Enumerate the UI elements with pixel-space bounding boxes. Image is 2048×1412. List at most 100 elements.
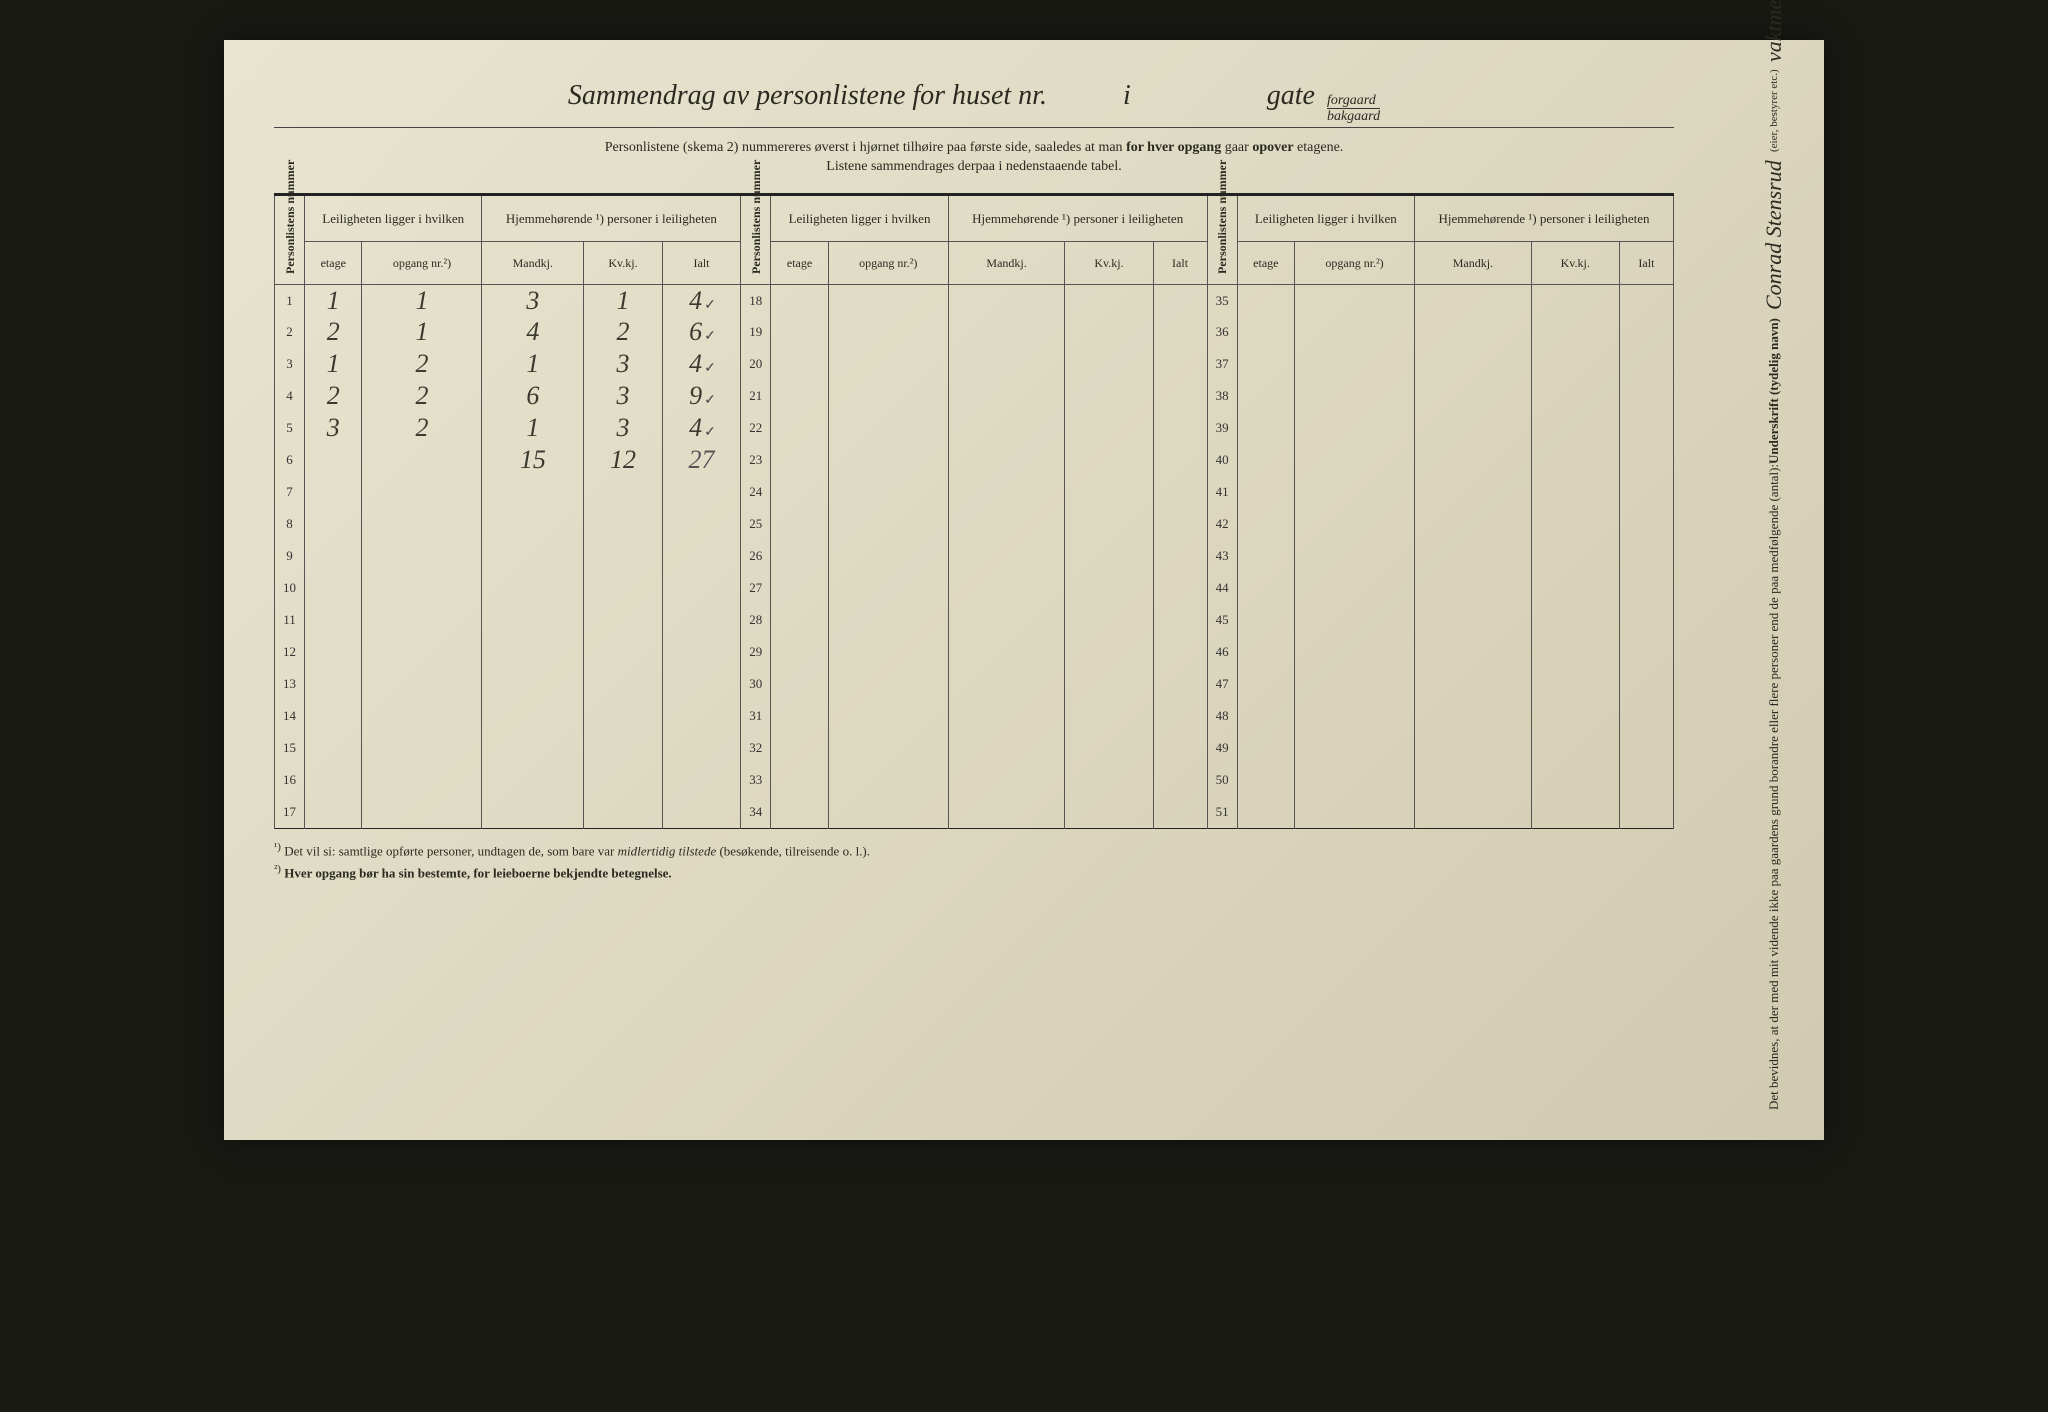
cell bbox=[1619, 732, 1673, 764]
cell bbox=[662, 540, 741, 572]
table-row: 312134✓2037 bbox=[275, 348, 1674, 380]
row-number: 8 bbox=[275, 508, 305, 540]
cell bbox=[1531, 572, 1619, 604]
sub-mandkj-2: Mandkj. bbox=[948, 241, 1065, 284]
cell bbox=[584, 668, 663, 700]
cell bbox=[662, 764, 741, 796]
table-head: Personlistens nummer Leiligheten ligger … bbox=[275, 194, 1674, 284]
check-mark: ✓ bbox=[704, 393, 716, 408]
cell bbox=[1415, 284, 1532, 316]
handwritten-value: 1 bbox=[616, 286, 629, 315]
cell bbox=[1065, 284, 1153, 316]
cell bbox=[1065, 700, 1153, 732]
row-number: 6 bbox=[275, 444, 305, 476]
cell bbox=[362, 668, 482, 700]
cell bbox=[1065, 380, 1153, 412]
row-number: 48 bbox=[1207, 700, 1237, 732]
handwritten-value: 2 bbox=[415, 381, 428, 410]
cell bbox=[1295, 636, 1415, 668]
table-row: 82542 bbox=[275, 508, 1674, 540]
row-number: 42 bbox=[1207, 508, 1237, 540]
cell bbox=[1237, 732, 1294, 764]
cell bbox=[482, 476, 584, 508]
cell bbox=[1153, 764, 1207, 796]
handwritten-value: 6 bbox=[526, 381, 539, 410]
cell bbox=[584, 700, 663, 732]
table-row: 92643 bbox=[275, 540, 1674, 572]
cell bbox=[828, 540, 948, 572]
cell bbox=[482, 668, 584, 700]
sub-ialt-3: Ialt bbox=[1619, 241, 1673, 284]
cell bbox=[1065, 668, 1153, 700]
table-row: 143148 bbox=[275, 700, 1674, 732]
handwritten-value: 2 bbox=[415, 413, 428, 442]
summary-table: Personlistens nummer Leiligheten ligger … bbox=[274, 193, 1674, 829]
row-number: 1 bbox=[275, 284, 305, 316]
sub-mandkj-3: Mandkj. bbox=[1415, 241, 1532, 284]
cell bbox=[771, 412, 828, 444]
title-mid: i bbox=[1123, 80, 1131, 112]
cell bbox=[1065, 764, 1153, 796]
cell: 1 bbox=[362, 284, 482, 316]
title-suffix: gate bbox=[1267, 80, 1315, 112]
cell bbox=[305, 636, 362, 668]
attestation-block: Det bevidnes, at der med mit vidende ikk… bbox=[1734, 765, 1814, 1110]
cell: 6 bbox=[482, 380, 584, 412]
table-body: 111314✓1835221426✓1936312134✓2037422639✓… bbox=[275, 284, 1674, 828]
cell bbox=[1295, 572, 1415, 604]
row-number: 51 bbox=[1207, 796, 1237, 828]
cell: 4 bbox=[482, 316, 584, 348]
cell bbox=[828, 636, 948, 668]
footnote-2: ²) Hver opgang bør ha sin bestemte, for … bbox=[274, 861, 1674, 883]
cell bbox=[948, 764, 1065, 796]
row-number: 46 bbox=[1207, 636, 1237, 668]
cell bbox=[828, 348, 948, 380]
blank-gate bbox=[1139, 103, 1259, 104]
table-row: 72441 bbox=[275, 476, 1674, 508]
cell bbox=[584, 732, 663, 764]
hdr-hjemme-1: Hjemmehørende ¹) personer i leiligheten bbox=[482, 194, 741, 241]
cell bbox=[1153, 604, 1207, 636]
cell bbox=[305, 508, 362, 540]
hdr-hjemme-2: Hjemmehørende ¹) personer i leiligheten bbox=[948, 194, 1207, 241]
handwritten-value: 2 bbox=[415, 349, 428, 378]
row-number: 47 bbox=[1207, 668, 1237, 700]
table-row: 102744 bbox=[275, 572, 1674, 604]
sub-etage-2: etage bbox=[771, 241, 828, 284]
cell bbox=[584, 636, 663, 668]
cell bbox=[362, 796, 482, 828]
hdr-personlistens-1: Personlistens nummer bbox=[275, 194, 305, 284]
cell bbox=[1153, 444, 1207, 476]
cell bbox=[948, 732, 1065, 764]
cell bbox=[1619, 476, 1673, 508]
cell bbox=[1237, 700, 1294, 732]
sub-kvkj-2: Kv.kj. bbox=[1065, 241, 1153, 284]
cell bbox=[1531, 348, 1619, 380]
cell bbox=[1531, 316, 1619, 348]
cell bbox=[771, 284, 828, 316]
cell: 3 bbox=[482, 284, 584, 316]
cell bbox=[948, 380, 1065, 412]
cell: 2 bbox=[362, 380, 482, 412]
cell bbox=[584, 572, 663, 604]
cell bbox=[1619, 508, 1673, 540]
cell bbox=[362, 508, 482, 540]
cell bbox=[1065, 508, 1153, 540]
cell: 6✓ bbox=[662, 316, 741, 348]
row-number: 26 bbox=[741, 540, 771, 572]
cell bbox=[1619, 796, 1673, 828]
cell bbox=[305, 476, 362, 508]
footnotes: ¹) Det vil si: samtlige opførte personer… bbox=[274, 839, 1674, 883]
cell bbox=[1295, 348, 1415, 380]
cell bbox=[948, 348, 1065, 380]
cell bbox=[771, 572, 828, 604]
cell bbox=[1237, 796, 1294, 828]
cell bbox=[362, 540, 482, 572]
cell bbox=[1065, 540, 1153, 572]
cell bbox=[828, 412, 948, 444]
row-number: 44 bbox=[1207, 572, 1237, 604]
cell bbox=[1619, 348, 1673, 380]
cell bbox=[828, 476, 948, 508]
cell bbox=[948, 540, 1065, 572]
handwritten-value: 3 bbox=[616, 381, 629, 410]
